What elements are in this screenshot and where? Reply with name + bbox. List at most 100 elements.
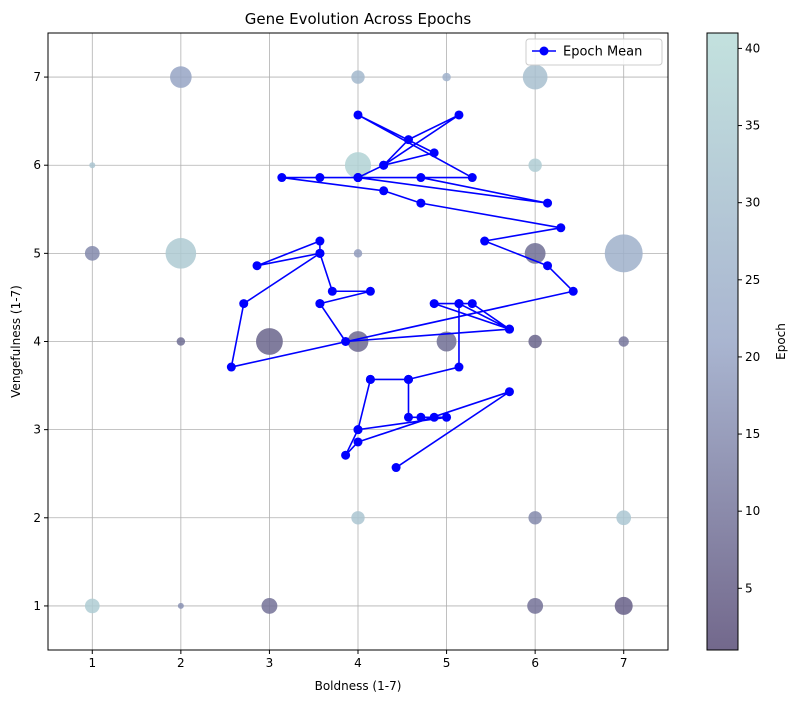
epoch-mean-point (416, 198, 426, 208)
bubble-point (351, 511, 365, 525)
y-tick-label: 2 (33, 511, 41, 525)
bubble-point (351, 70, 365, 84)
x-tick-label: 3 (266, 656, 274, 670)
y-axis-label: Vengefulness (1-7) (9, 285, 23, 398)
epoch-mean-point (315, 248, 325, 258)
colorbar-gradient (707, 33, 738, 650)
epoch-mean-point (315, 236, 325, 246)
x-tick-label: 5 (443, 656, 451, 670)
bubble-point (89, 162, 96, 169)
bubble-point (436, 331, 457, 352)
x-tick-label: 4 (354, 656, 362, 670)
bubble-point (528, 511, 542, 525)
y-tick-label: 6 (33, 158, 41, 172)
bubble-point (256, 328, 283, 355)
epoch-mean-point (543, 261, 553, 271)
epoch-mean-point (341, 337, 351, 346)
epoch-mean-point (454, 362, 464, 372)
colorbar-tick-label: 5 (745, 581, 753, 595)
epoch-mean-point (429, 412, 439, 422)
bubble-point (618, 336, 629, 347)
epoch-mean-point (379, 160, 389, 170)
bubble-point (177, 602, 184, 609)
y-tick-label: 4 (33, 335, 41, 349)
bubble-point (84, 598, 100, 614)
epoch-mean-point (341, 450, 351, 460)
x-tick-label: 2 (177, 656, 185, 670)
bubble-layer (84, 64, 643, 615)
epoch-mean-point (504, 324, 514, 334)
epoch-mean-point (353, 425, 363, 435)
bubble-point (261, 597, 278, 614)
colorbar-ticks: 5 10 15 20 25 30 35 40 (738, 41, 760, 595)
epoch-mean-point (315, 299, 325, 309)
colorbar-tick-label: 25 (745, 273, 760, 287)
epoch-mean-point (365, 286, 375, 296)
legend-label: Epoch Mean (563, 45, 642, 60)
x-tick-label: 1 (88, 656, 96, 670)
epoch-mean-point (327, 286, 337, 296)
epoch-mean-point (403, 374, 413, 384)
bubble-point (528, 158, 542, 172)
bubble-point (353, 249, 363, 258)
y-axis-ticks: 1 2 3 4 5 6 7 (33, 70, 48, 613)
legend-marker (539, 46, 549, 56)
bubble-point (528, 334, 542, 349)
colorbar-tick-label: 15 (745, 427, 760, 441)
chart-title: Gene Evolution Across Epochs (245, 10, 472, 28)
colorbar: 5 10 15 20 25 30 35 40 Epoch (706, 32, 788, 651)
epoch-mean-point (353, 437, 363, 447)
epoch-mean-point (467, 299, 477, 309)
epoch-mean-point (391, 463, 401, 473)
y-tick-label: 1 (33, 599, 41, 613)
bubble-point (344, 152, 372, 179)
colorbar-tick-label: 35 (745, 119, 760, 133)
epoch-mean-point (403, 412, 413, 422)
y-tick-label: 3 (33, 423, 41, 437)
legend: Epoch Mean (525, 38, 663, 66)
epoch-mean-line-layer (226, 110, 578, 473)
epoch-mean-point (239, 299, 249, 309)
bubble-point (527, 597, 544, 614)
epoch-mean-point (429, 148, 439, 158)
x-axis-label: Boldness (1-7) (315, 679, 402, 693)
colorbar-label: Epoch (774, 323, 788, 360)
y-tick-label: 7 (33, 70, 41, 84)
colorbar-frame (706, 32, 739, 651)
x-tick-label: 7 (620, 656, 628, 670)
colorbar-tick-label: 40 (745, 41, 760, 55)
epoch-mean-point (454, 299, 464, 309)
epoch-mean-point (353, 110, 363, 120)
bubble-point (442, 72, 451, 82)
epoch-mean-point (467, 173, 477, 183)
epoch-mean-point (504, 387, 514, 397)
legend-box (525, 38, 663, 66)
bubble-point (84, 246, 100, 261)
epoch-mean-point (252, 261, 262, 271)
epoch-mean-point (353, 173, 363, 183)
epoch-mean-point (365, 374, 375, 384)
epoch-mean-point (416, 173, 426, 183)
epoch-mean-point (568, 286, 578, 296)
colorbar-tick-label: 20 (745, 350, 760, 364)
epoch-mean-point (277, 173, 287, 183)
y-tick-label: 5 (33, 246, 41, 260)
epoch-mean-point (403, 135, 413, 145)
epoch-mean-point (480, 236, 490, 246)
epoch-mean-point (226, 362, 236, 372)
bubble-point (614, 596, 633, 615)
epoch-mean-point (379, 186, 389, 196)
bubble-point (604, 234, 643, 273)
x-tick-label: 6 (531, 656, 539, 670)
bubble-point (522, 64, 548, 90)
epoch-mean-point (429, 299, 439, 309)
epoch-mean-point (442, 412, 452, 422)
bubble-point (165, 238, 197, 269)
epoch-mean-point (454, 110, 464, 120)
epoch-mean-point (315, 173, 325, 183)
epoch-mean-point (416, 412, 426, 422)
bubble-point (170, 66, 192, 88)
colorbar-tick-label: 10 (745, 504, 760, 518)
bubble-point (616, 510, 632, 526)
